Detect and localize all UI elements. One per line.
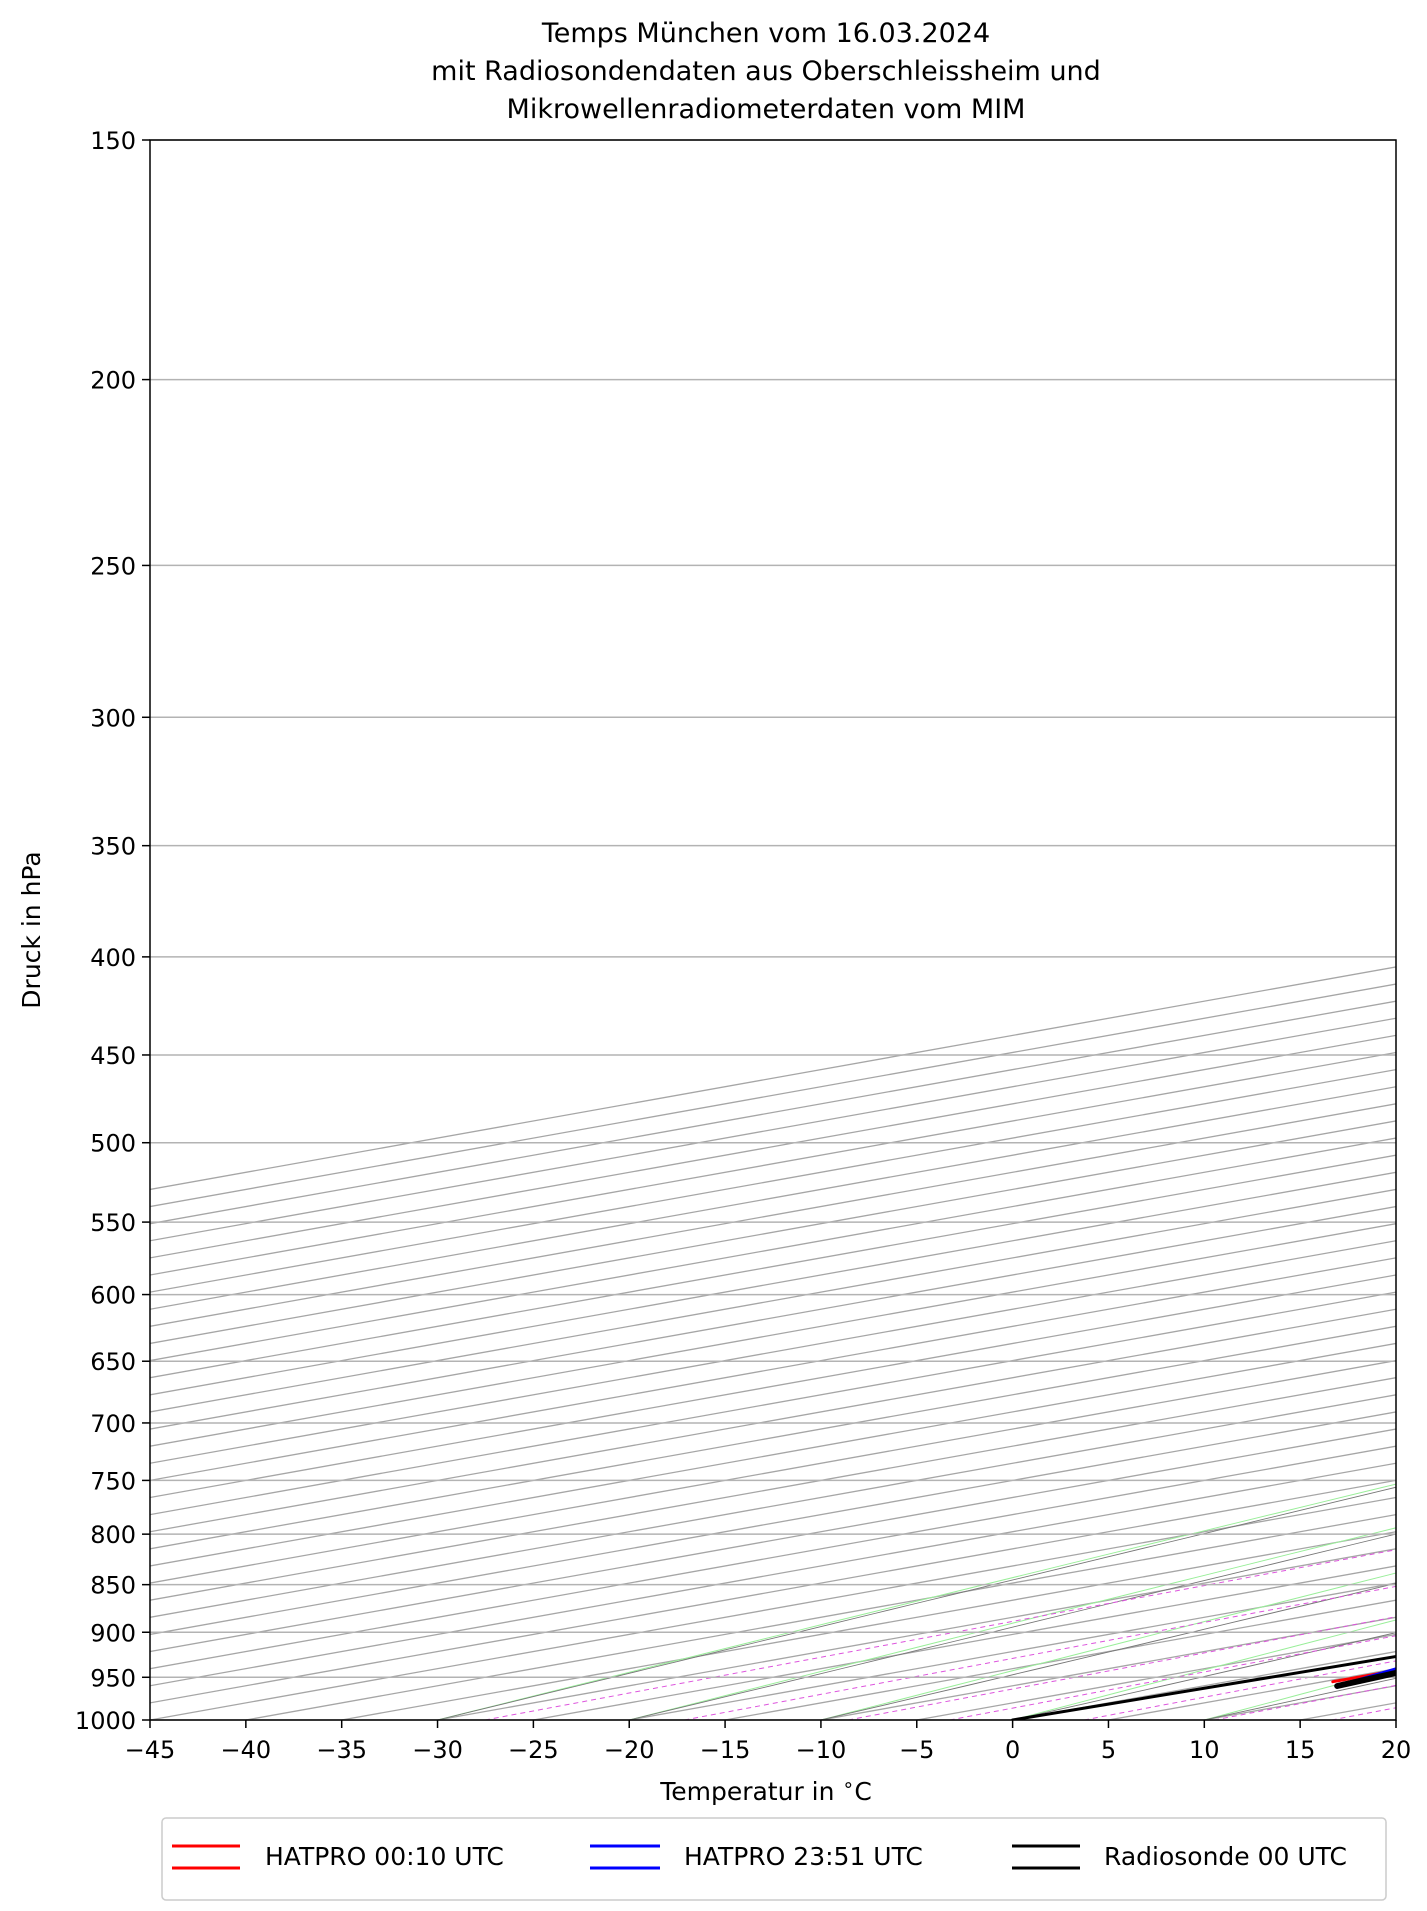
y-tick-label: 200 <box>90 367 136 395</box>
y-tick-label: 150 <box>90 127 136 155</box>
y-tick-label: 800 <box>90 1521 136 1549</box>
chart-title-line-2: mit Radiosondendaten aus Oberschleisshei… <box>431 56 1101 87</box>
y-tick-label: 350 <box>90 833 136 861</box>
x-tick-label: −30 <box>412 1736 463 1764</box>
x-axis: −45 −40 −35 −30 −25 −20 −15 −10 −5 0 5 10 15 20 <box>125 1720 1412 1764</box>
y-tick-label: 450 <box>90 1042 136 1070</box>
isotherm-line <box>1204 140 1427 1720</box>
x-tick-label: 5 <box>1101 1736 1116 1764</box>
moist-adiabat-line <box>1396 380 1427 1720</box>
x-tick-label: −5 <box>899 1736 934 1764</box>
x-axis-label: Temperatur in ∘C <box>659 1774 872 1806</box>
grid-lines <box>150 140 1396 1720</box>
y-tick-label: 850 <box>90 1572 136 1600</box>
y-tick-label: 700 <box>90 1410 136 1438</box>
x-tick-label: 20 <box>1381 1736 1412 1764</box>
chart-title-line-3: Mikrowellenradiometerdaten vom MIM <box>507 94 1026 125</box>
isotherm-line <box>1396 140 1427 1720</box>
x-axis-label-unit: C <box>854 1777 871 1806</box>
isotherm-line <box>725 140 1427 1720</box>
x-axis-label-text: Temperatur in <box>659 1777 842 1806</box>
legend-label-hatpro-2351: HATPRO 23:51 UTC <box>684 1842 923 1871</box>
legend-label-radiosonde: Radiosonde 00 UTC <box>1104 1842 1347 1871</box>
y-tick-label: 900 <box>90 1619 136 1647</box>
x-tick-label: 0 <box>1005 1736 1020 1764</box>
legend-label-hatpro-0010: HATPRO 00:10 UTC <box>265 1842 504 1871</box>
y-tick-label: 750 <box>90 1467 136 1495</box>
x-tick-label: 15 <box>1285 1736 1316 1764</box>
dry-adiabat-line <box>438 140 1427 1720</box>
dry-adiabat-line <box>629 140 1427 1720</box>
mixing-ratio-line <box>1418 1295 1427 1720</box>
isotherm-line <box>917 140 1427 1720</box>
dry-adiabat-line <box>1204 140 1427 1720</box>
x-tick-label: −10 <box>796 1736 847 1764</box>
x-tick-label: −15 <box>700 1736 751 1764</box>
isotherm-line <box>342 140 1427 1720</box>
isotherm-line <box>629 140 1427 1720</box>
x-tick-label: −35 <box>316 1736 367 1764</box>
isotherm-line <box>1013 140 1427 1720</box>
isotherm-line <box>438 140 1427 1720</box>
isotherm-line <box>54 140 1427 1720</box>
y-tick-label: 250 <box>90 552 136 580</box>
background-lines <box>0 140 1427 1720</box>
isotherm-line <box>150 140 1427 1720</box>
isotherm-line <box>1300 140 1427 1720</box>
y-tick-label: 550 <box>90 1209 136 1237</box>
degree-symbol: ∘ <box>842 1774 854 1796</box>
y-tick-label: 600 <box>90 1282 136 1310</box>
y-tick-label: 300 <box>90 704 136 732</box>
isotherm-line <box>0 140 1427 1720</box>
x-tick-label: −20 <box>604 1736 655 1764</box>
x-tick-label: −25 <box>508 1736 559 1764</box>
dry-adiabat-line <box>1396 140 1427 1720</box>
series-hatpro-23-51-utc-temperature <box>1352 531 1427 1681</box>
data-series <box>1013 140 1427 1720</box>
isotherm-line <box>821 140 1427 1720</box>
chart-title-line-1: Temps München vom 16.03.2024 <box>541 18 990 49</box>
y-tick-label: 500 <box>90 1130 136 1158</box>
y-tick-label: 400 <box>90 944 136 972</box>
y-tick-label: 950 <box>90 1664 136 1692</box>
mixing-ratio-line <box>1332 1295 1427 1720</box>
y-axis: 1000 950 900 850 800 750 700 650 600 550 500 450 400… <box>75 127 150 1735</box>
legend: HATPRO 00:10 UTC HATPRO 23:51 UTC Radios… <box>162 1818 1386 1900</box>
x-tick-label: 10 <box>1189 1736 1220 1764</box>
x-tick-label: −40 <box>221 1736 272 1764</box>
plot-frame <box>150 140 1396 1720</box>
y-axis-label: Druck in hPa <box>17 851 46 1008</box>
dry-adiabat-line <box>821 140 1427 1720</box>
x-tick-label: −45 <box>125 1736 176 1764</box>
y-tick-label: 650 <box>90 1348 136 1376</box>
isotherm-line <box>533 140 1427 1720</box>
dry-adiabat-line <box>1013 140 1427 1720</box>
y-tick-label: 1000 <box>75 1707 136 1735</box>
